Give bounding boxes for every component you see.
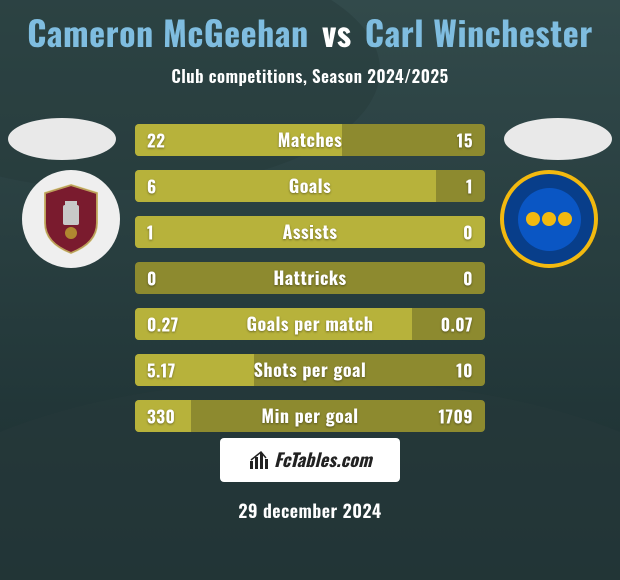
stat-label: Matches — [135, 127, 485, 153]
stat-value-right: 10 — [456, 358, 473, 383]
footer-date: 29 december 2024 — [0, 498, 620, 524]
season-subtitle: Club competitions, Season 2024/2025 — [0, 63, 620, 88]
player2-name: Carl Winchester — [365, 6, 593, 57]
stat-value-right: 0.07 — [441, 312, 473, 337]
club-badge-right — [500, 170, 598, 268]
club-badge-left — [22, 170, 120, 268]
comparison-title: Cameron McGeehan vs Carl Winchester — [0, 0, 620, 57]
shrewsbury-badge-icon — [500, 170, 598, 268]
stat-value-right: 1709 — [439, 404, 473, 429]
stat-label: Goals — [135, 173, 485, 199]
stat-label: Goals per match — [135, 311, 485, 337]
stat-value-right: 15 — [457, 128, 473, 153]
stat-label: Hattricks — [135, 265, 485, 291]
stat-value-right: 0 — [463, 266, 473, 291]
stat-bar: 5.17Shots per goal10 — [135, 354, 485, 386]
stat-bar: 330Min per goal1709 — [135, 400, 485, 432]
brand-chart-icon — [248, 449, 270, 471]
brand-badge: FcTables.com — [220, 438, 400, 482]
stat-value-right: 1 — [466, 174, 473, 199]
brand-text: FcTables.com — [274, 447, 372, 473]
stat-label: Assists — [135, 219, 485, 245]
player1-name: Cameron McGeehan — [27, 6, 309, 57]
player1-avatar-placeholder — [8, 118, 116, 160]
stat-bar: 6Goals1 — [135, 170, 485, 202]
stat-bar: 0Hattricks0 — [135, 262, 485, 294]
stat-value-right: 0 — [463, 220, 473, 245]
stat-bar: 0.27Goals per match0.07 — [135, 308, 485, 340]
stat-bar: 1Assists0 — [135, 216, 485, 248]
player2-avatar-placeholder — [504, 118, 612, 160]
northampton-shield-icon — [41, 183, 101, 255]
vs-text: vs — [322, 6, 352, 57]
stat-label: Shots per goal — [135, 357, 485, 383]
stat-label: Min per goal — [135, 403, 485, 429]
stats-bars: 22Matches156Goals11Assists00Hattricks00.… — [135, 124, 485, 432]
stat-bar: 22Matches15 — [135, 124, 485, 156]
